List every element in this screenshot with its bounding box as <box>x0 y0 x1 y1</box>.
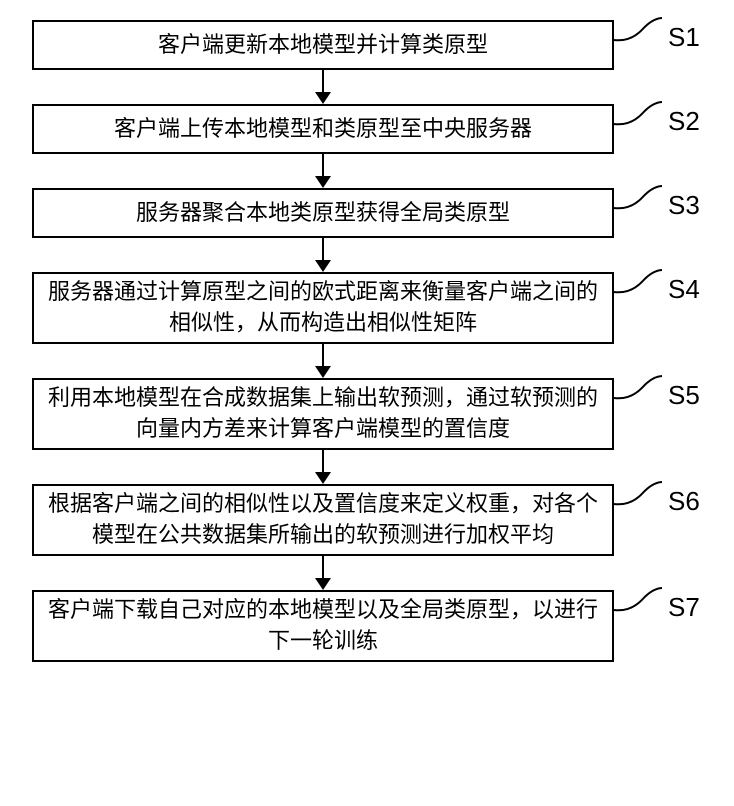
step-label-s1: S1 <box>668 22 700 53</box>
step-text: 客户端上传本地模型和类原型至中央服务器 <box>114 114 532 145</box>
step-box-s3: 服务器聚合本地类原型获得全局类原型 <box>32 188 614 238</box>
step-label-s2: S2 <box>668 106 700 137</box>
arrow-shaft <box>322 450 324 472</box>
step-text: 客户端下载自己对应的本地模型以及全局类原型，以进行下一轮训练 <box>46 595 600 657</box>
step-box-s2: 客户端上传本地模型和类原型至中央服务器 <box>32 104 614 154</box>
step-row-s2: 客户端上传本地模型和类原型至中央服务器 S2 <box>32 104 734 154</box>
step-row-s7: 客户端下载自己对应的本地模型以及全局类原型，以进行下一轮训练 S7 <box>32 590 734 662</box>
arrow-down-icon <box>32 154 614 188</box>
step-box-s1: 客户端更新本地模型并计算类原型 <box>32 20 614 70</box>
step-label-s3: S3 <box>668 190 700 221</box>
step-text: 服务器聚合本地类原型获得全局类原型 <box>136 198 510 229</box>
connector-curve-s3 <box>614 182 662 212</box>
flowchart-container: 客户端更新本地模型并计算类原型 S1 客户端上传本地模型和类原型至中央服务器 S2 服务… <box>0 0 734 662</box>
arrow-head <box>315 366 331 378</box>
step-row-s6: 根据客户端之间的相似性以及置信度来定义权重，对各个模型在公共数据集所输出的软预测… <box>32 484 734 556</box>
step-row-s3: 服务器聚合本地类原型获得全局类原型 S3 <box>32 188 734 238</box>
arrow-down-icon <box>32 70 614 104</box>
connector-curve-s1 <box>614 14 662 44</box>
step-label-s5: S5 <box>668 380 700 411</box>
step-text: 根据客户端之间的相似性以及置信度来定义权重，对各个模型在公共数据集所输出的软预测… <box>46 489 600 551</box>
step-text: 客户端更新本地模型并计算类原型 <box>158 30 488 61</box>
arrow-down-icon <box>32 238 614 272</box>
step-box-s5: 利用本地模型在合成数据集上输出软预测，通过软预测的向量内方差来计算客户端模型的置… <box>32 378 614 450</box>
arrow-head <box>315 578 331 590</box>
connector-curve-s2 <box>614 98 662 128</box>
connector-curve-s7 <box>614 584 662 614</box>
connector-curve-s6 <box>614 478 662 508</box>
arrow-shaft <box>322 556 324 578</box>
connector-curve-s5 <box>614 372 662 402</box>
arrow-head <box>315 260 331 272</box>
step-text: 服务器通过计算原型之间的欧式距离来衡量客户端之间的相似性，从而构造出相似性矩阵 <box>46 277 600 339</box>
arrow-head <box>315 472 331 484</box>
step-box-s6: 根据客户端之间的相似性以及置信度来定义权重，对各个模型在公共数据集所输出的软预测… <box>32 484 614 556</box>
arrow-head <box>315 92 331 104</box>
step-row-s1: 客户端更新本地模型并计算类原型 S1 <box>32 20 734 70</box>
arrow-shaft <box>322 154 324 176</box>
step-label-s7: S7 <box>668 592 700 623</box>
arrow-shaft <box>322 344 324 366</box>
step-label-s4: S4 <box>668 274 700 305</box>
step-box-s7: 客户端下载自己对应的本地模型以及全局类原型，以进行下一轮训练 <box>32 590 614 662</box>
arrow-down-icon <box>32 450 614 484</box>
connector-curve-s4 <box>614 266 662 296</box>
arrow-down-icon <box>32 344 614 378</box>
arrow-shaft <box>322 70 324 92</box>
arrow-head <box>315 176 331 188</box>
step-row-s5: 利用本地模型在合成数据集上输出软预测，通过软预测的向量内方差来计算客户端模型的置… <box>32 378 734 450</box>
arrow-down-icon <box>32 556 614 590</box>
arrow-shaft <box>322 238 324 260</box>
step-label-s6: S6 <box>668 486 700 517</box>
step-row-s4: 服务器通过计算原型之间的欧式距离来衡量客户端之间的相似性，从而构造出相似性矩阵 S… <box>32 272 734 344</box>
step-box-s4: 服务器通过计算原型之间的欧式距离来衡量客户端之间的相似性，从而构造出相似性矩阵 <box>32 272 614 344</box>
step-text: 利用本地模型在合成数据集上输出软预测，通过软预测的向量内方差来计算客户端模型的置… <box>46 383 600 445</box>
